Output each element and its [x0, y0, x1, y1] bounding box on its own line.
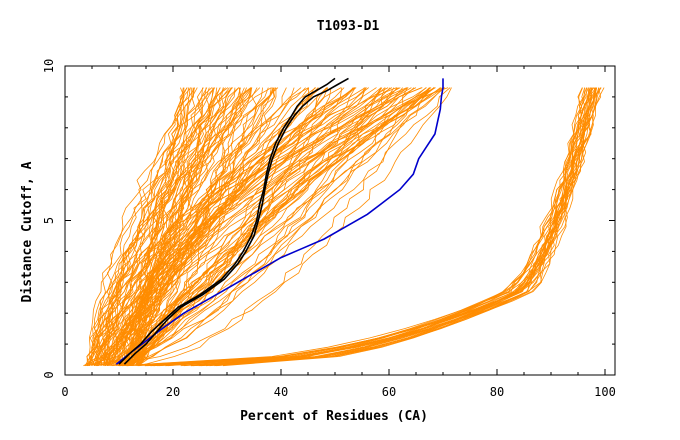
model-curve — [132, 87, 196, 366]
y-axis-label: Distance Cutoff, A — [20, 161, 35, 302]
highlight-curves — [115, 77, 444, 365]
y-tick-label: 0 — [42, 371, 56, 378]
model-curve — [93, 87, 198, 366]
model-curve — [129, 87, 277, 366]
x-tick-label: 60 — [382, 385, 396, 399]
model-curve — [97, 87, 449, 366]
x-tick-label: 100 — [594, 385, 616, 399]
x-tick-label: 0 — [61, 385, 68, 399]
highlight-series-2 — [123, 77, 349, 365]
model-curve — [105, 87, 342, 366]
model-curve — [104, 87, 233, 366]
model-curve — [101, 87, 369, 366]
model-curve — [190, 87, 601, 367]
model-curve — [200, 87, 592, 367]
model-curve — [89, 87, 241, 366]
model-curve — [83, 87, 214, 367]
chart-title: T1093-D1 — [317, 19, 380, 34]
model-curve — [95, 87, 207, 367]
model-curve — [84, 87, 436, 366]
model-curve — [112, 87, 408, 366]
model-curve — [94, 87, 253, 366]
model-curve — [91, 87, 195, 366]
axis-ticks: 0 20 40 60 80 100 0 5 10 — [42, 59, 616, 399]
model-curve — [89, 87, 377, 366]
model-curve — [100, 87, 407, 366]
model-curve — [134, 87, 309, 366]
x-tick-label: 20 — [166, 385, 180, 399]
model-curve — [134, 87, 355, 366]
x-tick-label: 80 — [490, 385, 504, 399]
x-axis-label: Percent of Residues (CA) — [240, 409, 428, 424]
model-curve — [118, 87, 365, 367]
x-tick-label: 40 — [274, 385, 288, 399]
y-tick-label: 10 — [42, 59, 56, 73]
model-curve — [88, 87, 279, 366]
model-curve — [125, 87, 382, 366]
model-curve — [130, 87, 436, 367]
model-curve — [183, 87, 591, 367]
model-curve — [158, 87, 585, 367]
model-curve — [139, 87, 431, 367]
model-curves — [83, 87, 605, 367]
model-curve — [84, 87, 386, 367]
highlight-series-0 — [115, 78, 444, 365]
model-curve — [122, 87, 272, 366]
model-curve — [153, 87, 592, 367]
model-curve — [107, 87, 185, 367]
model-curve — [113, 87, 204, 367]
model-curve — [119, 87, 444, 367]
model-curve — [117, 87, 417, 367]
model-curve — [138, 87, 233, 366]
model-curve — [122, 87, 435, 366]
model-curve — [120, 87, 409, 366]
model-curve — [88, 87, 215, 366]
highlight-series-1 — [118, 77, 336, 365]
model-curve — [129, 87, 389, 366]
model-curve — [105, 87, 319, 366]
y-tick-label: 5 — [42, 217, 56, 224]
model-curve — [120, 87, 408, 367]
model-curve — [112, 87, 452, 367]
model-curve — [135, 87, 240, 366]
model-curve — [97, 87, 427, 366]
model-curve — [107, 87, 252, 366]
model-curve — [119, 87, 588, 367]
